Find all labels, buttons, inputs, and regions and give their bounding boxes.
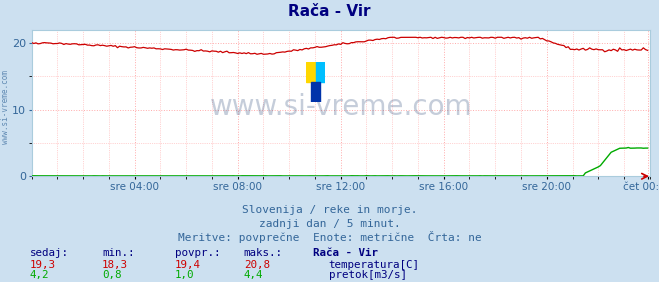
Text: min.:: min.: xyxy=(102,248,134,258)
Text: povpr.:: povpr.: xyxy=(175,248,220,258)
Text: pretok[m3/s]: pretok[m3/s] xyxy=(329,270,407,280)
Bar xyxy=(306,62,316,82)
Text: 20,8: 20,8 xyxy=(244,260,270,270)
Text: Rača - Vir: Rača - Vir xyxy=(313,248,378,258)
Text: Meritve: povprečne  Enote: metrične  Črta: ne: Meritve: povprečne Enote: metrične Črta:… xyxy=(178,231,481,243)
Text: 19,3: 19,3 xyxy=(30,260,55,270)
Text: 4,4: 4,4 xyxy=(244,270,264,280)
Text: Rača - Vir: Rača - Vir xyxy=(288,3,371,19)
Text: Slovenija / reke in morje.: Slovenija / reke in morje. xyxy=(242,205,417,215)
Text: 18,3: 18,3 xyxy=(102,260,128,270)
Text: sedaj:: sedaj: xyxy=(30,248,69,258)
Text: temperatura[C]: temperatura[C] xyxy=(329,260,420,270)
Text: www.si-vreme.com: www.si-vreme.com xyxy=(210,93,472,121)
Bar xyxy=(311,82,320,102)
Text: 4,2: 4,2 xyxy=(30,270,49,280)
Text: zadnji dan / 5 minut.: zadnji dan / 5 minut. xyxy=(258,219,401,229)
Text: 0,8: 0,8 xyxy=(102,270,122,280)
Text: maks.:: maks.: xyxy=(244,248,283,258)
Text: www.si-vreme.com: www.si-vreme.com xyxy=(1,70,10,144)
Text: 1,0: 1,0 xyxy=(175,270,194,280)
Text: 19,4: 19,4 xyxy=(175,260,200,270)
Bar xyxy=(316,62,325,82)
